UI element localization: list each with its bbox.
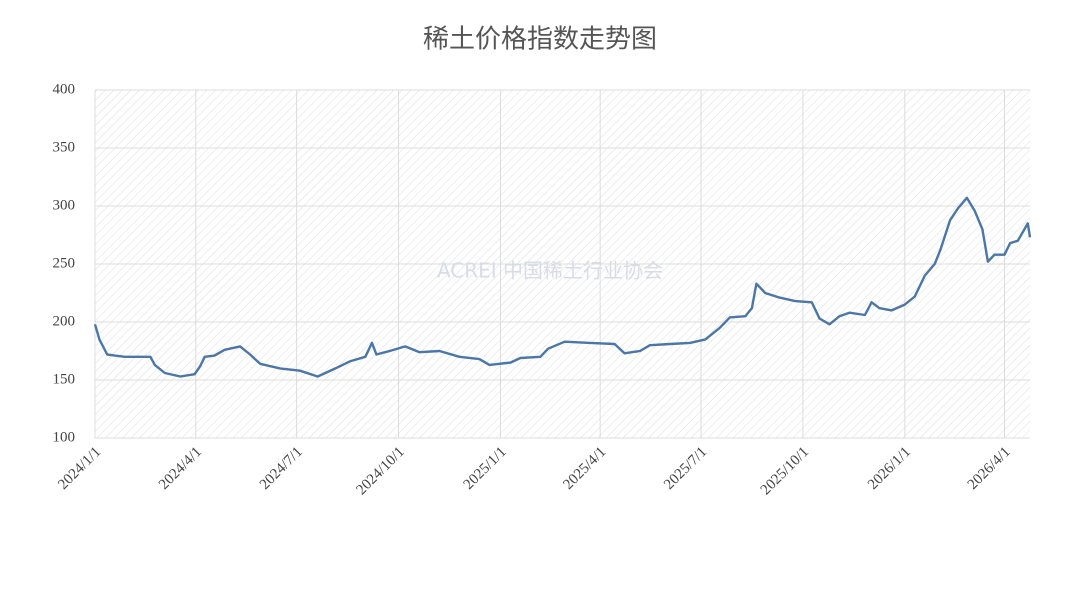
x-tick-label: 2024/10/1 <box>353 444 407 498</box>
chart-title: 稀土价格指数走势图 <box>423 25 657 55</box>
x-tick-label: 2026/4/1 <box>965 444 1014 493</box>
y-tick-label: 350 <box>53 139 76 155</box>
watermark: ACREI 中国稀土行业协会 <box>437 259 663 283</box>
x-tick-label: 2025/10/1 <box>758 444 812 498</box>
x-tick-label: 2024/7/1 <box>257 444 306 493</box>
y-tick-label: 150 <box>53 371 76 387</box>
y-tick-label: 100 <box>53 429 76 445</box>
x-tick-label: 2025/7/1 <box>661 444 710 493</box>
y-tick-label: 400 <box>53 81 76 97</box>
data-line <box>93 196 1032 378</box>
y-tick-label: 200 <box>53 313 76 329</box>
x-tick-label: 2024/1/1 <box>55 444 104 493</box>
x-tick-label: 2025/4/1 <box>560 444 609 493</box>
x-tick-label: 2026/1/1 <box>865 444 914 493</box>
y-tick-label: 300 <box>53 197 76 213</box>
x-tick-label: 2025/1/1 <box>461 444 510 493</box>
x-tick-label: 2024/4/1 <box>156 444 205 493</box>
y-tick-label: 250 <box>53 255 76 271</box>
